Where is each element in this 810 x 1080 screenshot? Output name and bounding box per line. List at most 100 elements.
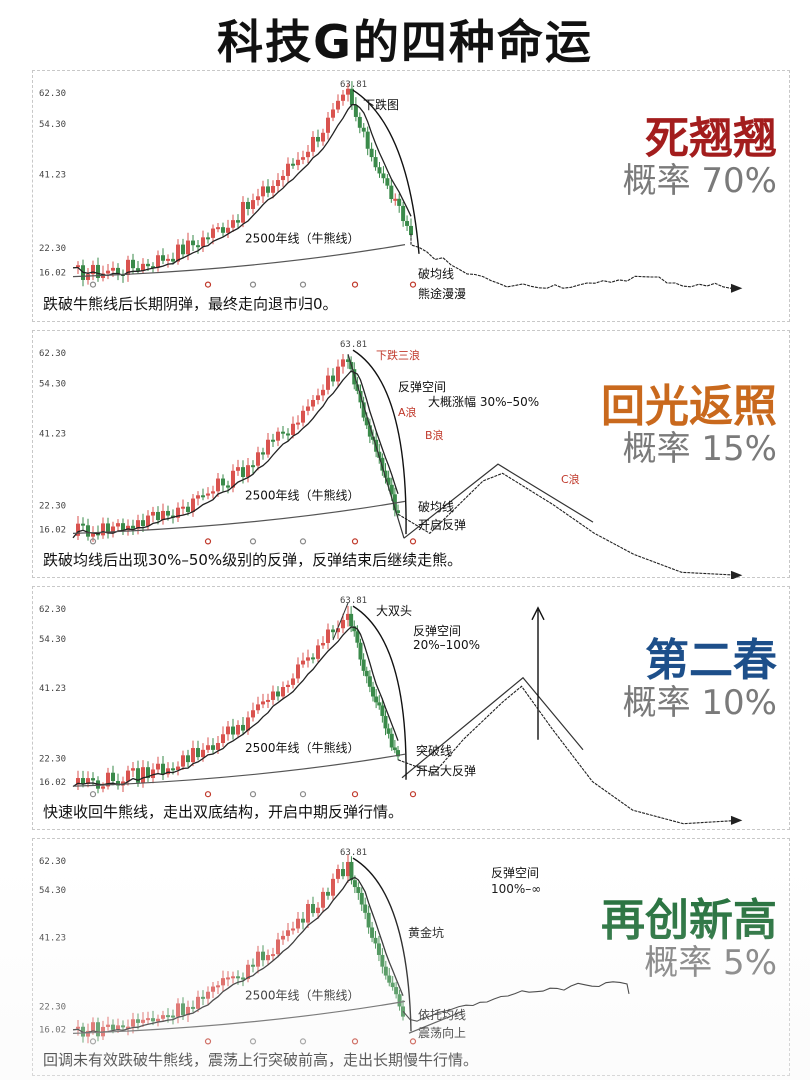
annotation-label: 震荡向上 bbox=[418, 1025, 466, 1040]
candle bbox=[276, 180, 280, 186]
candle bbox=[196, 245, 200, 248]
time-marker bbox=[89, 791, 97, 798]
candle bbox=[216, 742, 220, 750]
candle bbox=[316, 136, 320, 142]
bull-bear-line bbox=[72, 753, 406, 787]
candle bbox=[126, 770, 130, 782]
candle bbox=[111, 267, 115, 271]
candle bbox=[271, 954, 275, 957]
moving-average-line bbox=[72, 876, 404, 1034]
candle bbox=[370, 927, 375, 938]
candle bbox=[186, 1006, 190, 1016]
scenario-panel-4: 62.30 54.30 41.23 22.30 16.02 63.81 2500年线（牛熊线… bbox=[32, 838, 790, 1076]
annotation-label: 突破线 bbox=[416, 743, 452, 758]
moving-average-line bbox=[72, 626, 399, 788]
candle bbox=[256, 196, 260, 201]
candle bbox=[156, 511, 160, 521]
annotation-label: 破均线 bbox=[418, 266, 454, 281]
candle bbox=[246, 964, 250, 979]
candle bbox=[381, 173, 386, 179]
candle bbox=[196, 996, 200, 1009]
candle bbox=[266, 699, 270, 702]
candle bbox=[211, 228, 215, 238]
candle bbox=[116, 267, 120, 274]
candle bbox=[231, 220, 235, 228]
scenario-path bbox=[397, 685, 738, 825]
time-marker bbox=[409, 281, 417, 288]
candle bbox=[236, 220, 240, 223]
bull-bear-label: 2500年线（牛熊线） bbox=[245, 740, 360, 755]
time-marker bbox=[409, 1038, 417, 1045]
candle bbox=[349, 88, 354, 106]
candle bbox=[146, 515, 150, 527]
y-tick-label: 54.30 bbox=[39, 635, 66, 645]
candle bbox=[176, 1003, 180, 1017]
candle bbox=[358, 642, 363, 660]
candle bbox=[196, 748, 200, 758]
candle bbox=[166, 1015, 170, 1018]
candle bbox=[86, 1030, 90, 1037]
candle bbox=[136, 268, 140, 271]
candle bbox=[111, 526, 115, 533]
candle bbox=[352, 880, 357, 888]
candle bbox=[126, 1026, 130, 1029]
candle bbox=[136, 520, 140, 529]
candle bbox=[394, 987, 399, 995]
candle bbox=[392, 494, 397, 511]
candle bbox=[306, 657, 310, 661]
candle bbox=[390, 982, 395, 988]
scenario-caption-1: 跌破牛熊线后长期阴弹，最终走向退市归0。 bbox=[43, 295, 338, 313]
y-tick-label: 16.02 bbox=[39, 269, 66, 279]
y-tick-label: 16.02 bbox=[39, 778, 66, 788]
candle bbox=[131, 1019, 135, 1027]
annotation-label: 反弹空间 bbox=[398, 380, 446, 394]
time-marker bbox=[204, 538, 212, 545]
time-marker bbox=[351, 538, 359, 545]
annotation-label: 大双头 bbox=[376, 604, 412, 618]
candle bbox=[296, 159, 300, 166]
candle bbox=[286, 163, 290, 176]
scenario-path bbox=[410, 233, 732, 289]
y-tick-label: 22.30 bbox=[39, 501, 66, 511]
candle bbox=[121, 523, 125, 531]
candle bbox=[246, 201, 250, 209]
candle bbox=[271, 691, 275, 700]
candle bbox=[211, 491, 215, 494]
time-marker bbox=[249, 791, 257, 798]
candle bbox=[352, 369, 357, 385]
candle bbox=[349, 613, 354, 627]
candle bbox=[286, 433, 290, 436]
time-marker bbox=[204, 281, 212, 288]
candle bbox=[226, 977, 230, 980]
wave-b-guide bbox=[403, 463, 594, 539]
candle bbox=[201, 749, 205, 758]
candle bbox=[316, 645, 320, 659]
candle bbox=[286, 930, 290, 936]
candle bbox=[281, 431, 285, 434]
candle bbox=[359, 892, 364, 905]
scenario-caption-3: 快速收回牛熊线，走出双底结构，开启中期反弹行情。 bbox=[43, 803, 404, 821]
annotation-label: A浪 bbox=[398, 405, 417, 419]
candle bbox=[271, 185, 275, 193]
y-tick-label: 62.30 bbox=[39, 605, 66, 615]
candle bbox=[331, 629, 335, 633]
candle bbox=[221, 478, 225, 486]
candle bbox=[191, 240, 195, 246]
candle bbox=[281, 935, 285, 940]
scenario-chart-1: 62.30 54.30 41.23 22.30 16.02 63.81 2500年线（牛熊线… bbox=[39, 80, 743, 301]
candle bbox=[241, 201, 245, 223]
annotation-label: 黄金坑 bbox=[408, 925, 444, 940]
time-marker bbox=[249, 281, 257, 288]
candle bbox=[346, 359, 350, 362]
candle bbox=[365, 131, 370, 149]
time-marker bbox=[409, 538, 417, 545]
candle bbox=[361, 402, 366, 418]
candle bbox=[383, 470, 388, 478]
candle bbox=[301, 410, 305, 423]
decline-arrow bbox=[352, 857, 412, 1032]
candle bbox=[151, 266, 155, 269]
candle bbox=[226, 227, 230, 233]
candle bbox=[336, 628, 340, 633]
page-title: 科技G的四种命运 bbox=[217, 15, 593, 69]
candle bbox=[136, 768, 140, 783]
